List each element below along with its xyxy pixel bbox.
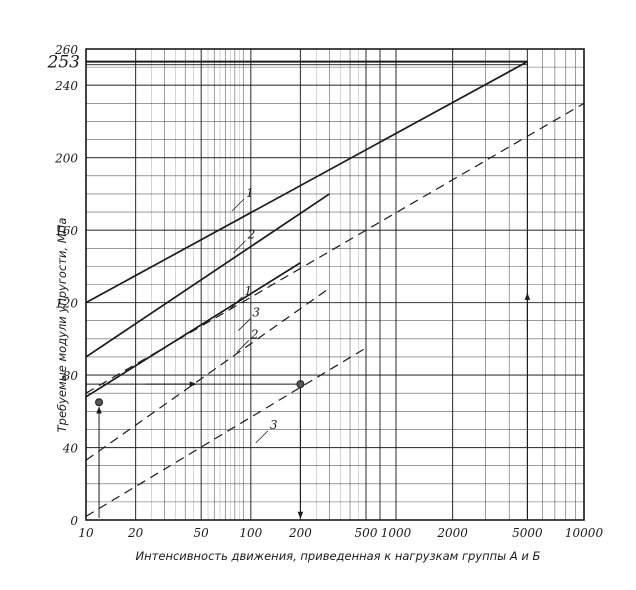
series-line-solid-2 [85, 193, 330, 358]
x-axis-label: Интенсивность движения, приведенная к на… [136, 549, 541, 563]
y-tick-label: 0 [70, 514, 78, 528]
line-number-label: 2 [250, 327, 259, 341]
x-tick-label: 5000 [512, 526, 543, 540]
y-tick-label: 240 [54, 79, 78, 93]
line-number-label: 1 [246, 186, 254, 200]
x-tick-label: 50 [194, 526, 210, 540]
line-number-leader [236, 339, 250, 353]
x-tick-label: 2000 [436, 526, 468, 540]
y-tick-label: 40 [62, 442, 79, 456]
line-number-leader [231, 198, 245, 212]
y-tick-label: 80 [63, 369, 79, 383]
x-tick-label: 20 [127, 526, 144, 540]
x-tick-label: 10 [78, 526, 94, 540]
line-number-leader [233, 240, 246, 253]
series-line-solid-3 [85, 262, 301, 398]
series-line-dashed-2 [85, 287, 330, 461]
highlight-value-label: 253 [47, 53, 80, 73]
line-number-label: 2 [247, 228, 256, 242]
x-axis-ticks: 10 20 50 100 200 500 1000 2000 5000 10000 [78, 526, 603, 540]
series-line-solid-1 [85, 60, 528, 304]
grid [85, 48, 585, 521]
example-point [95, 398, 104, 407]
series-line-dashed-3 [85, 347, 367, 517]
y-tick-label: 160 [55, 224, 78, 238]
line-number-label: 3 [270, 418, 278, 432]
x-tick-label: 200 [288, 526, 312, 540]
example-point [296, 380, 305, 389]
line-number-leader [238, 318, 251, 331]
line-number-label: 3 [252, 306, 260, 320]
example-guides [86, 61, 531, 520]
y-tick-label: 200 [54, 152, 78, 166]
line-number-label: 1 [244, 284, 252, 298]
plot-area-frame [85, 48, 585, 521]
x-tick-label: 1000 [381, 526, 412, 540]
series-lines [85, 60, 585, 517]
series-line-dashed-1 [85, 102, 585, 394]
y-axis-label: Требуемые модули упругости, МПа [55, 218, 69, 433]
x-tick-label: 100 [239, 526, 262, 540]
y-tick-label: 120 [55, 297, 78, 311]
x-tick-label: 500 [355, 526, 378, 540]
x-tick-label: 10000 [565, 526, 604, 540]
line-number-leader [255, 430, 269, 444]
line-number-leader [230, 296, 243, 310]
y-tick-label: 260 [54, 43, 78, 57]
